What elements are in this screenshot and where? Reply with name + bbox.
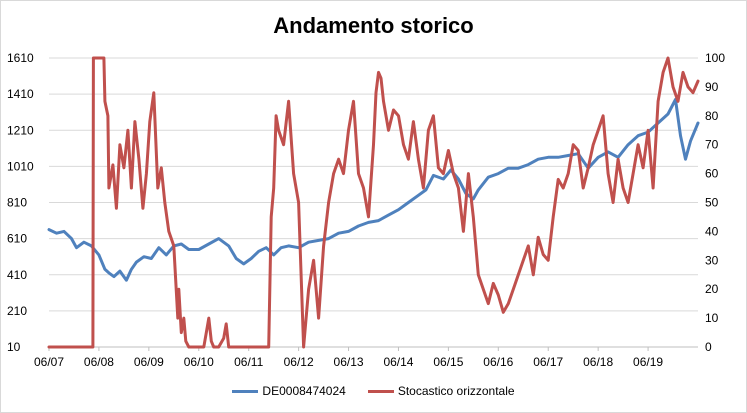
x-tick-label: 06/12 xyxy=(284,355,314,369)
x-tick-label: 06/17 xyxy=(533,355,563,369)
x-tick-label: 06/08 xyxy=(84,355,114,369)
y-right-tick-label: 10 xyxy=(705,311,719,325)
y-left-tick-label: 1610 xyxy=(7,51,34,65)
series-lines xyxy=(47,56,700,349)
legend-label: Stocastico orizzontale xyxy=(397,384,515,398)
chart-title: Andamento storico xyxy=(273,13,474,38)
y-right-tick-label: 80 xyxy=(705,109,719,123)
x-tick-label: 06/19 xyxy=(633,355,663,369)
x-tick-label: 06/18 xyxy=(583,355,613,369)
y-left-tick-label: 1010 xyxy=(7,159,34,173)
y-left-tick-label: 1410 xyxy=(7,87,34,101)
y-right-tick-label: 0 xyxy=(705,340,712,354)
x-tick-label: 06/11 xyxy=(234,355,263,369)
x-tick-label: 06/09 xyxy=(134,355,164,369)
y-left-tick-label: 410 xyxy=(7,268,27,282)
y-left-tick-label: 610 xyxy=(7,232,27,246)
x-tick-label: 06/13 xyxy=(334,355,364,369)
legend-entry-stocastico: Stocastico orizzontale xyxy=(367,384,515,398)
legend: DE0008474024 Stocastico orizzontale xyxy=(1,384,746,398)
y-right-tick-label: 100 xyxy=(705,51,725,65)
x-tick-label: 06/07 xyxy=(34,355,64,369)
y-left-tick-label: 10 xyxy=(7,340,21,354)
legend-label: DE0008474024 xyxy=(262,384,346,398)
axes: 10 210 410 610 810 1010 1210 1410 1610 0 10 20 30 40 5… xyxy=(7,51,725,369)
legend-swatch-red xyxy=(367,389,394,393)
y-right-tick-label: 50 xyxy=(705,196,719,210)
y-right-tick-label: 90 xyxy=(705,80,719,94)
y-right-tick-label: 20 xyxy=(705,282,719,296)
y-right-tick-label: 30 xyxy=(705,253,719,267)
x-tick-label: 06/16 xyxy=(483,355,513,369)
y-left-tick-label: 210 xyxy=(7,304,27,318)
legend-swatch-blue xyxy=(232,389,259,393)
y-right-tick-label: 40 xyxy=(705,224,719,238)
grid-lines xyxy=(49,57,698,348)
y-left-tick-label: 1210 xyxy=(7,123,34,137)
x-tick-label: 06/15 xyxy=(433,355,463,369)
y-left-tick-label: 810 xyxy=(7,196,27,210)
y-right-tick-label: 70 xyxy=(705,138,719,152)
legend-entry-de0008474024: DE0008474024 xyxy=(232,384,346,398)
y-right-tick-label: 60 xyxy=(705,167,719,181)
x-tick-label: 06/10 xyxy=(184,355,214,369)
series-line-stocastico xyxy=(47,56,700,349)
x-tick-label: 06/14 xyxy=(383,355,413,369)
